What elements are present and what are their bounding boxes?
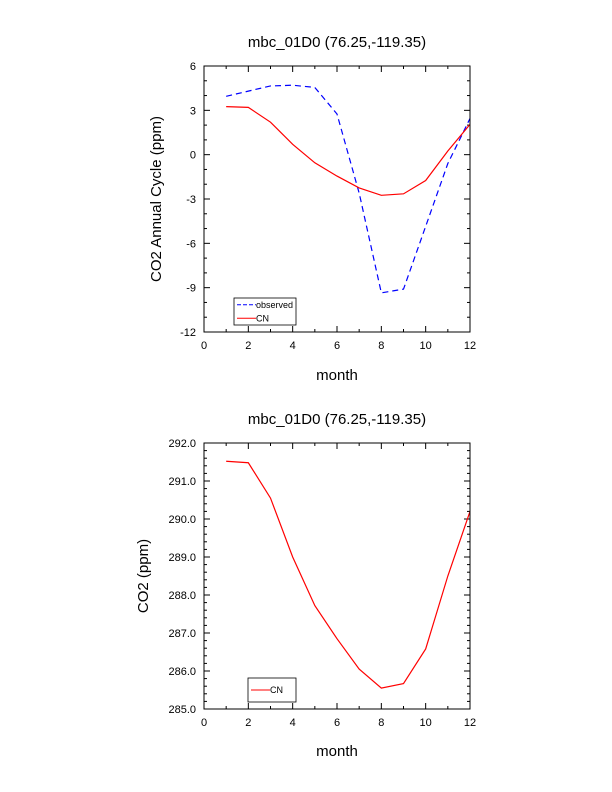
legend: CN <box>247 677 297 703</box>
x-tick-label: 8 <box>378 717 384 729</box>
legend: observed CN <box>233 297 297 326</box>
plot-frame <box>203 65 471 333</box>
y-tick-label: 288.0 <box>168 590 196 602</box>
series-line-cn <box>226 460 471 689</box>
y-tick-label: 6 <box>190 61 196 73</box>
y-tick-label: -6 <box>186 238 196 250</box>
series-line-observed <box>226 84 471 294</box>
co2-concentration-chart: mbc_01D0 (76.25,-119.35) month CO2 (ppm)… <box>135 411 476 760</box>
y-tick-label: -3 <box>186 194 196 206</box>
y-tick-label: 0 <box>190 150 196 162</box>
x-tick-label: 4 <box>290 340 296 352</box>
annual-cycle-chart: mbc_01D0 (76.25,-119.35) month CO2 Annua… <box>148 34 476 384</box>
y-tick-label: 291.0 <box>168 476 196 488</box>
x-axis-label: month <box>316 743 358 760</box>
y-tick-label: -9 <box>186 283 196 295</box>
x-tick-label: 6 <box>334 717 340 729</box>
x-tick-label: 4 <box>290 717 296 729</box>
x-tick-label: 12 <box>464 717 476 729</box>
series-lines <box>226 84 471 294</box>
y-tick-label: 290.0 <box>168 514 196 526</box>
plot-frame <box>203 442 471 710</box>
legend-label: CN <box>270 685 283 695</box>
x-tick-label: 2 <box>245 340 251 352</box>
ticks-group: 0 2 4 6 8 10 12 -12 -9 -6 -3 0 3 6 <box>180 61 476 352</box>
y-tick-label: 285.0 <box>168 704 196 716</box>
legend-label: CN <box>256 313 269 323</box>
chart-title: mbc_01D0 (76.25,-119.35) <box>248 411 426 428</box>
y-axis-label: CO2 (ppm) <box>135 539 152 613</box>
ticks-group: 0 2 4 6 8 10 12 285.0 286.0 287.0 288.0 289.0 290.0 2… <box>168 438 476 729</box>
y-tick-label: -12 <box>180 327 196 339</box>
series-line-cn <box>226 106 471 196</box>
x-tick-label: 12 <box>464 340 476 352</box>
x-tick-label: 6 <box>334 340 340 352</box>
y-tick-label: 287.0 <box>168 628 196 640</box>
x-tick-label: 0 <box>201 340 207 352</box>
legend-label: observed <box>256 300 293 310</box>
x-tick-label: 10 <box>420 340 432 352</box>
x-tick-label: 2 <box>245 717 251 729</box>
x-tick-label: 10 <box>420 717 432 729</box>
y-tick-label: 289.0 <box>168 552 196 564</box>
y-tick-label: 286.0 <box>168 666 196 678</box>
x-tick-label: 8 <box>378 340 384 352</box>
y-tick-label: 3 <box>190 105 196 117</box>
series-lines <box>226 460 471 689</box>
y-tick-label: 292.0 <box>168 438 196 450</box>
x-tick-label: 0 <box>201 717 207 729</box>
legend-box <box>233 297 297 326</box>
chart-title: mbc_01D0 (76.25,-119.35) <box>248 34 426 51</box>
x-axis-label: month <box>316 367 358 384</box>
y-axis-label: CO2 Annual Cycle (ppm) <box>148 116 165 282</box>
